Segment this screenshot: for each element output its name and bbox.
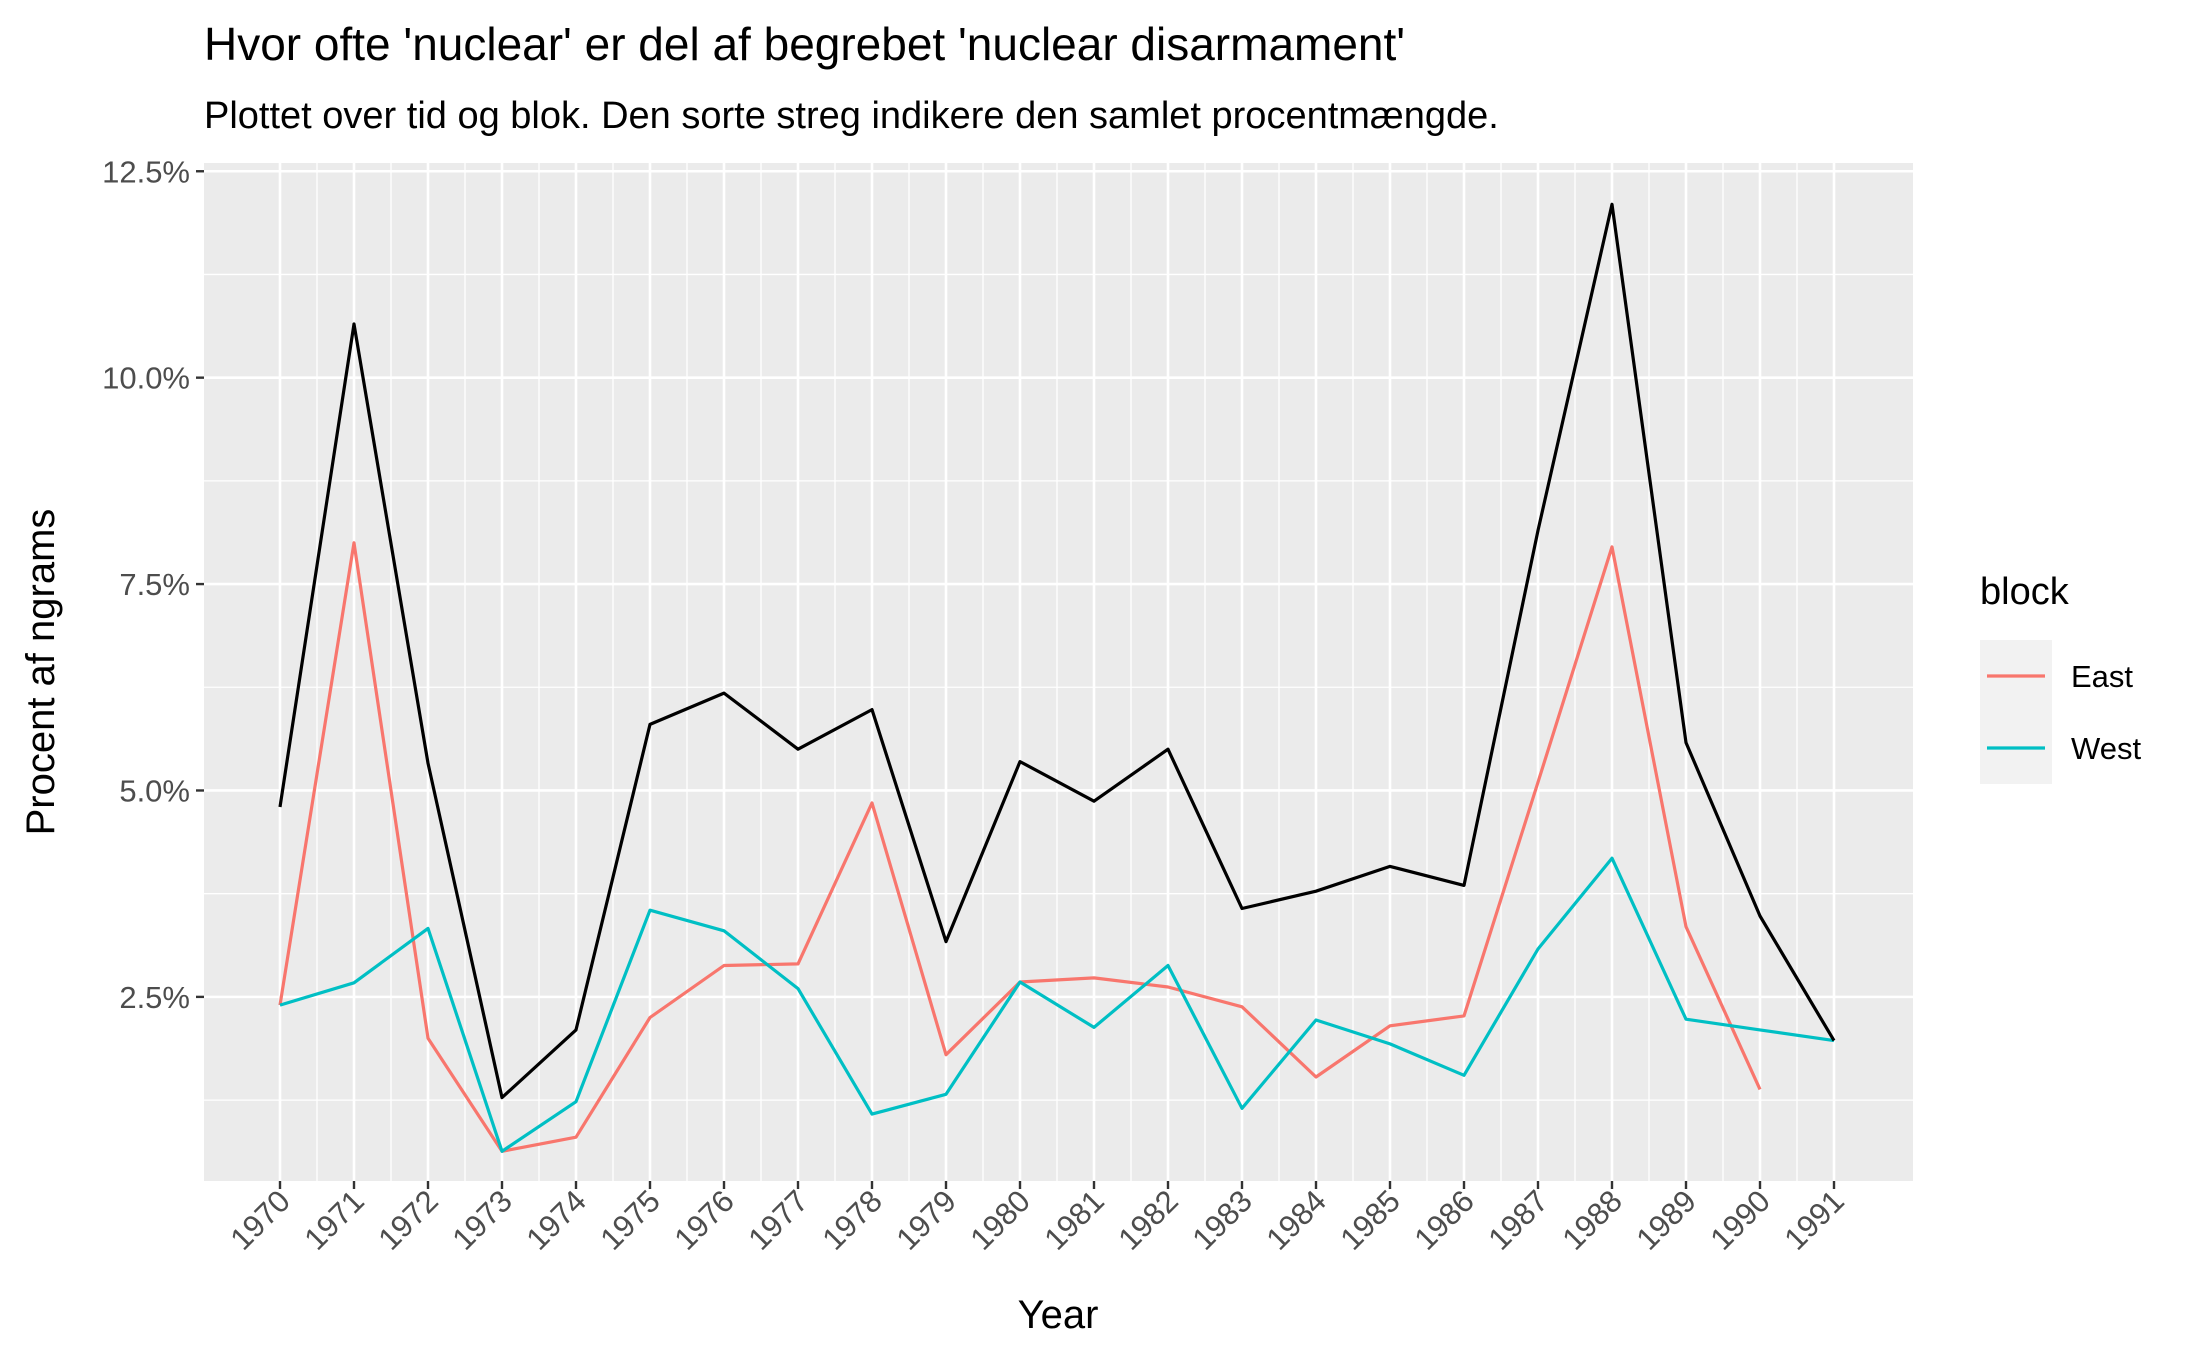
x-tick-label: 1977 bbox=[741, 1183, 815, 1257]
minor-gridlines bbox=[204, 163, 1913, 1181]
y-tick-label: 5.0% bbox=[119, 773, 190, 808]
major-gridlines bbox=[204, 163, 1913, 1181]
x-axis: 1970 1971 1972 1973 1974 1975 1976 1977 1978 1979… bbox=[223, 1181, 1851, 1257]
y-tick-label: 12.5% bbox=[102, 154, 190, 189]
x-tick-label: 1984 bbox=[1259, 1183, 1333, 1257]
legend-items: East West bbox=[1980, 640, 2141, 784]
x-tick-label: 1990 bbox=[1703, 1183, 1777, 1257]
legend: block East West bbox=[1980, 571, 2141, 784]
x-tick-label: 1989 bbox=[1629, 1183, 1703, 1257]
x-tick-label: 1975 bbox=[593, 1183, 667, 1257]
legend-label: East bbox=[2071, 659, 2133, 694]
series-lines bbox=[278, 202, 1836, 1153]
x-tick-label: 1978 bbox=[815, 1183, 889, 1257]
series-line-total bbox=[278, 202, 1836, 1100]
y-axis-title: Procent af ngrams bbox=[19, 509, 63, 836]
y-tick-label: 10.0% bbox=[102, 361, 190, 396]
x-tick-label: 1987 bbox=[1481, 1183, 1555, 1257]
y-tick-label: 2.5% bbox=[119, 980, 190, 1015]
x-tick-label: 1982 bbox=[1111, 1183, 1185, 1257]
series-line-west bbox=[279, 856, 1835, 1153]
y-tick-label: 7.5% bbox=[119, 567, 190, 602]
legend-label: West bbox=[2071, 731, 2141, 766]
chart-title: Hvor ofte 'nuclear' er del af begrebet '… bbox=[204, 18, 1405, 70]
x-tick-label: 1981 bbox=[1037, 1183, 1111, 1257]
x-tick-label: 1970 bbox=[223, 1183, 297, 1257]
x-tick-label: 1971 bbox=[297, 1183, 371, 1257]
x-tick-label: 1991 bbox=[1777, 1183, 1851, 1257]
chart-subtitle: Plottet over tid og blok. Den sorte stre… bbox=[204, 95, 1499, 137]
x-tick-label: 1974 bbox=[519, 1183, 593, 1257]
x-tick-label: 1985 bbox=[1333, 1183, 1407, 1257]
legend-title: block bbox=[1980, 571, 2070, 613]
x-tick-label: 1973 bbox=[445, 1183, 519, 1257]
x-tick-label: 1976 bbox=[667, 1183, 741, 1257]
x-tick-label: 1972 bbox=[371, 1183, 445, 1257]
x-tick-label: 1979 bbox=[889, 1183, 963, 1257]
y-axis: 2.5% 5.0% 7.5% 10.0% 12.5% bbox=[102, 154, 204, 1015]
x-tick-label: 1988 bbox=[1555, 1183, 1629, 1257]
x-tick-label: 1980 bbox=[963, 1183, 1037, 1257]
x-tick-label: 1983 bbox=[1185, 1183, 1259, 1257]
x-axis-title: Year bbox=[1018, 1293, 1099, 1337]
x-tick-label: 1986 bbox=[1407, 1183, 1481, 1257]
